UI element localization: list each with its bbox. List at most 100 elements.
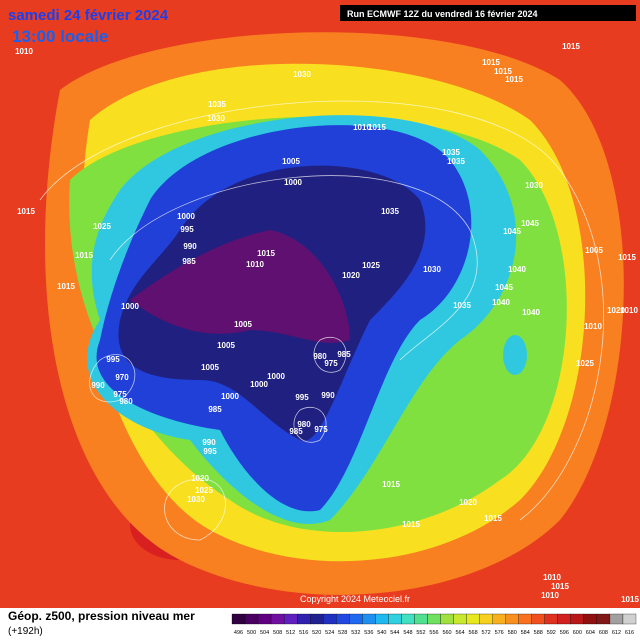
isobar-label: 1035 — [453, 301, 471, 310]
legend-label: 508 — [273, 630, 282, 636]
isobar-label: 975 — [324, 359, 338, 368]
legend-swatch — [349, 613, 363, 625]
legend-label: 600 — [573, 630, 582, 636]
footer-lead: (+192h) — [8, 626, 43, 637]
isobar-label: 1005 — [201, 363, 219, 372]
isobar-label: 990 — [183, 242, 197, 251]
isobar-label: 1010 — [620, 306, 638, 315]
legend-swatch — [557, 613, 571, 625]
contour-cyan-spot — [503, 335, 527, 375]
legend-swatch — [440, 613, 454, 625]
isobar-label: 1010 — [543, 573, 561, 582]
isobar-label: 995 — [295, 393, 309, 402]
legend-swatch — [231, 613, 246, 625]
isobar-label: 1030 — [207, 114, 225, 123]
legend-label: 512 — [286, 630, 295, 636]
isobar-label: 980 — [297, 420, 311, 429]
legend-swatch — [297, 613, 311, 625]
legend-swatch — [518, 613, 532, 625]
isobar-label: 1015 — [621, 595, 639, 604]
copyright: Copyright 2024 Meteociel.fr — [300, 594, 410, 604]
isobar-label: 1045 — [521, 219, 539, 228]
header-date: samedi 24 février 2024 — [8, 7, 169, 24]
isobar-label: 1015 — [17, 207, 35, 216]
isobar-label: 1040 — [522, 308, 540, 317]
isobar-label: 1040 — [492, 298, 510, 307]
isobar-label: 1000 — [221, 392, 239, 401]
legend-label: 528 — [338, 630, 347, 636]
isobar-label: 980 — [119, 397, 133, 406]
isobar-label: 990 — [91, 381, 105, 390]
isobar-label: 1020 — [342, 271, 360, 280]
legend-swatch — [270, 613, 285, 625]
isobar-label: 1010 — [353, 123, 371, 132]
isobar-label: 1035 — [208, 100, 226, 109]
legend-label: 608 — [599, 630, 608, 636]
isobar-label: 1045 — [503, 227, 521, 236]
isobar-label: 1025 — [362, 261, 380, 270]
legend-label: 536 — [364, 630, 373, 636]
isobar-label: 1000 — [284, 178, 302, 187]
isobar-label: 1010 — [246, 260, 264, 269]
isobar-label: 995 — [203, 447, 217, 456]
legend-label: 532 — [351, 630, 360, 636]
legend-label: 560 — [442, 630, 451, 636]
header-bg — [4, 6, 186, 22]
isobar-label: 1020 — [607, 306, 625, 315]
isobar-label: 990 — [321, 391, 335, 400]
isobar-label: 1030 — [293, 70, 311, 79]
isobar-label: 985 — [289, 427, 303, 436]
legend-label: 516 — [299, 630, 308, 636]
legend-swatch — [401, 613, 415, 625]
legend-swatch — [257, 613, 272, 625]
isobar-label: 975 — [314, 425, 328, 434]
isobar-label: 1015 — [494, 67, 512, 76]
isobar-label: 990 — [202, 438, 216, 447]
isobar-label: 1025 — [195, 486, 213, 495]
legend-label: 504 — [260, 630, 269, 636]
isobar-label: 1020 — [191, 474, 209, 483]
legend-swatch — [388, 613, 402, 625]
isobar-label: 1035 — [447, 157, 465, 166]
legend-label: 548 — [403, 630, 412, 636]
legend-swatch — [453, 613, 467, 625]
legend-label: 592 — [547, 630, 556, 636]
legend-label: 500 — [247, 630, 256, 636]
legend-swatch — [583, 613, 598, 625]
legend-swatch — [375, 613, 389, 625]
legend-label: 524 — [325, 630, 334, 636]
isobar-label: 970 — [115, 373, 129, 382]
legend-label: 576 — [495, 630, 504, 636]
isobar-label: 1015 — [57, 282, 75, 291]
header-time: 13:00 locale — [12, 27, 108, 46]
isobar-label: 1005 — [585, 246, 603, 255]
isobar-label: 1035 — [381, 207, 399, 216]
legend-label: 556 — [429, 630, 438, 636]
legend-swatch — [531, 613, 545, 625]
legend-label: 552 — [416, 630, 425, 636]
isobar-label: 995 — [106, 355, 120, 364]
isobar-label: 1015 — [402, 520, 420, 529]
legend-swatch — [622, 613, 637, 625]
legend-label: 568 — [469, 630, 478, 636]
legend-label: 564 — [455, 630, 464, 636]
legend-swatch — [596, 613, 611, 625]
isobar-label: 1000 — [121, 302, 139, 311]
legend-swatch — [310, 613, 324, 625]
legend-label: 596 — [560, 630, 569, 636]
legend-label: 544 — [390, 630, 399, 636]
isobar-label: 1005 — [282, 157, 300, 166]
isobars — [39, 100, 605, 541]
legend-label: 572 — [482, 630, 491, 636]
legend-swatch — [466, 613, 480, 625]
legend-label: 496 — [234, 630, 243, 636]
isobar-label: 985 — [208, 405, 222, 414]
contour-purple — [130, 230, 350, 343]
isobar-label: 1015 — [618, 253, 636, 262]
legend-swatch — [362, 613, 376, 625]
legend-label: 520 — [312, 630, 321, 636]
isobar-label: 985 — [182, 257, 196, 266]
legend-swatch — [570, 613, 585, 625]
isobar-label: 1015 — [562, 42, 580, 51]
